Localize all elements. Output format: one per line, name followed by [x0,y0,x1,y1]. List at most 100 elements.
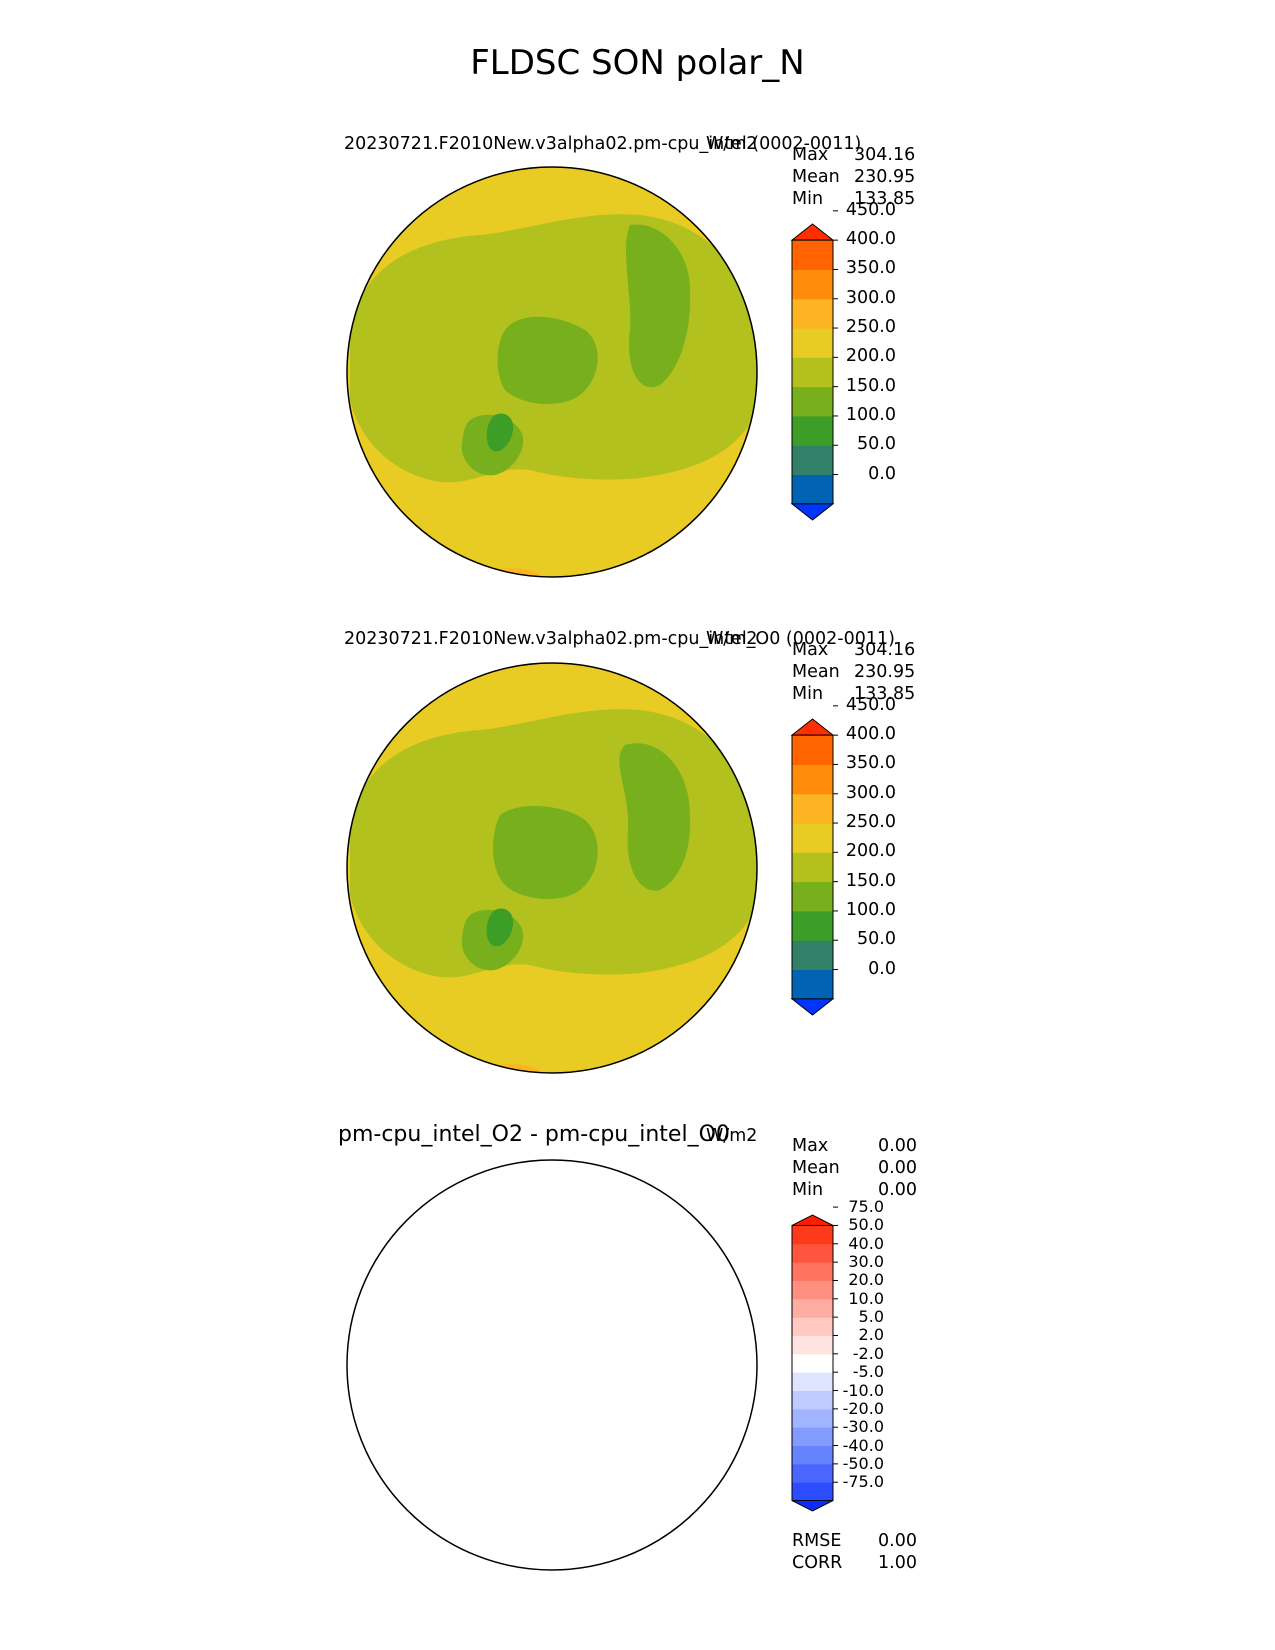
panel3-field-background [347,1160,757,1570]
panel2-min-label: Min [792,684,824,704]
panel3-rmse-value: 0.00 [878,1531,917,1551]
colorbar-tick-label: 450.0 [845,199,896,220]
panel2-min-value: 133.85 [854,684,916,704]
colorbar-tick-label: 250.0 [845,812,896,833]
panel3-corr-label: CORR [792,1553,843,1573]
colorbar-tick-label: -40.0 [842,1435,884,1455]
colorbar-segment [792,415,833,446]
colorbar-tick-label: -10.0 [842,1380,884,1400]
panel3-min-value: 0.00 [878,1180,917,1200]
colorbar-segment [792,1482,833,1502]
panel3-colorbar [791,1206,838,1512]
colorbar-tick-label: 200.0 [845,841,896,862]
panel1-colorbar [790,210,838,521]
colorbar-segment [792,298,833,329]
colorbar-segment [792,1317,833,1336]
panel2-max-value: 304.16 [854,640,916,660]
colorbar-segment [792,910,833,941]
colorbar-tick-label: 10.0 [848,1288,884,1308]
colorbar-tick-label: 100.0 [845,899,896,920]
panel2-colorbar [790,705,838,1016]
panel2-max-label: Max [792,640,829,660]
colorbar-segment [792,1427,833,1447]
colorbar-segment [792,735,833,765]
panel3-mean-value: 0.00 [878,1158,917,1178]
colorbar-tick-label: 100.0 [845,404,896,425]
panel1-field-150-200-east [625,224,691,388]
panel1-mean-value: 230.95 [854,167,916,187]
colorbar-tick-label: 150.0 [845,375,896,396]
colorbar-tick-label: 400.0 [845,724,896,745]
colorbar-segment [792,764,833,795]
panel3-max-label: Max [792,1136,829,1156]
panel1-map-border [346,166,758,578]
colorbar-tick-label: 350.0 [845,258,896,279]
colorbar-segment [792,1243,833,1263]
panel2-field-100-150 [486,908,514,947]
colorbar-segment [792,386,833,417]
colorbar-tick-label: -20.0 [842,1398,884,1418]
panel3-max-value: 0.00 [878,1136,917,1156]
colorbar-tick-label: 20.0 [848,1270,884,1290]
colorbar-segment [792,1353,833,1373]
panel1-field-100-150 [486,413,514,452]
colorbar-tick-label: 0.0 [868,463,896,484]
panel1-field-150-200-central [497,316,598,405]
panel1-min-label: Min [792,189,824,209]
colorbar-tick-label: 250.0 [845,317,896,338]
figure-title: FLDSC SON polar_N [470,43,805,83]
colorbar-frame [791,239,834,505]
colorbar-tick-label: 50.0 [857,929,896,950]
colorbar-tick-label: 2.0 [858,1325,884,1345]
colorbar-tick-label: 40.0 [848,1233,884,1253]
panel1-min-value: 133.85 [854,189,916,209]
colorbar-tick-label: -75.0 [842,1472,884,1492]
colorbar-tick-label: -50.0 [842,1453,884,1473]
colorbar-extend-max [790,718,835,736]
colorbar-segment [792,1408,833,1428]
colorbar-segment [792,1445,833,1465]
panel2-mean-value: 230.95 [854,662,916,682]
colorbar-tick-label: -2.0 [852,1343,884,1363]
colorbar-tick-label: -5.0 [852,1362,884,1382]
panel3-map-border [346,1159,758,1571]
panel3-mean-label: Mean [792,1158,840,1178]
colorbar-extend-max [790,223,835,241]
colorbar-tick-label: 0.0 [868,958,896,979]
panel2-field-150-200-central [493,805,598,900]
colorbar-segment [792,1280,833,1300]
colorbar-segment [792,881,833,912]
colorbar-segment [792,445,833,476]
colorbar-segment [792,940,833,971]
panel1-max-value: 304.16 [854,145,916,165]
colorbar-tick-label: 50.0 [848,1215,884,1235]
colorbar-tick-label: 75.0 [848,1197,884,1217]
colorbar-tick-label: 300.0 [845,782,896,803]
colorbar-frame [791,734,834,1000]
colorbar-extend-max [791,1214,834,1226]
colorbar-segment [792,1335,833,1355]
panel2-map [346,662,758,1074]
panel1-map [346,166,758,578]
panel1-max-label: Max [792,145,829,165]
panel2-mean-label: Mean [792,662,840,682]
colorbar-segment [792,1262,833,1281]
colorbar-extend-min [791,1500,834,1512]
colorbar-tick-label: 5.0 [858,1307,884,1327]
panel2-units: W/m2 [706,629,758,649]
colorbar-extend-min [790,503,835,521]
colorbar-tick-label: 200.0 [845,346,896,367]
colorbar-segment [792,357,833,388]
colorbar-extend-min [790,998,835,1016]
panel2-title: 20230721.F2010New.v3alpha02.pm-cpu_intel… [344,629,895,649]
panel1-units: W/m2 [706,134,758,154]
colorbar-segment [792,793,833,824]
colorbar-segment [792,852,833,883]
colorbar-segment [792,328,833,358]
panel3-map [346,1159,758,1571]
panel2-field-150-200-east [619,743,691,891]
colorbar-tick-label: 300.0 [845,287,896,308]
panel3-min-label: Min [792,1180,824,1200]
panel1-mean-label: Mean [792,167,840,187]
